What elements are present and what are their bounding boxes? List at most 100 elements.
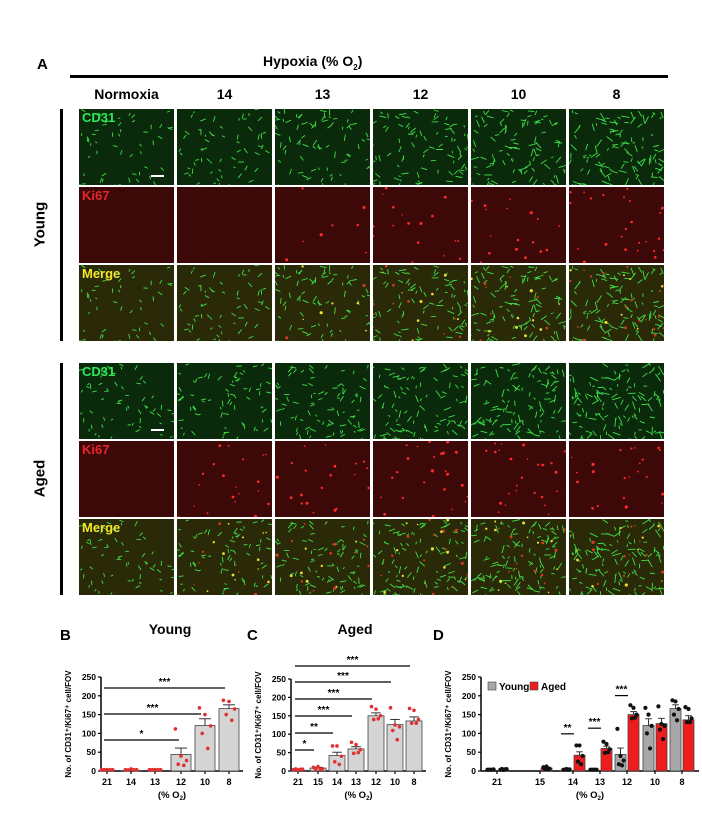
data-point <box>485 767 490 772</box>
micrograph-aged-merge-10 <box>471 519 566 595</box>
significance-label: *** <box>159 677 171 688</box>
x-tick-label: 12 <box>622 777 632 787</box>
data-point <box>567 767 572 772</box>
channel-label-merge: Merge <box>82 520 121 535</box>
micrograph-young-ki67-13 <box>275 187 370 263</box>
data-point <box>621 758 626 763</box>
bar-aged <box>573 754 586 772</box>
y-tick-label: 150 <box>272 711 286 721</box>
bar-aged <box>682 719 695 772</box>
data-point <box>676 706 681 712</box>
data-point <box>632 715 638 720</box>
data-point <box>491 767 496 772</box>
data-point <box>197 706 202 710</box>
x-axis-label-end: ) <box>369 790 372 801</box>
y-axis-label: No. of CD31⁺/Ki67⁺ cell/FOV <box>444 670 453 778</box>
data-point <box>200 731 204 736</box>
y-tick-label: 50 <box>277 748 287 758</box>
data-point <box>634 712 639 717</box>
channel-label-ki67: Ki67 <box>82 442 110 457</box>
x-axis-label-text: (% O <box>158 790 180 801</box>
x-axis-label: (% O2) <box>344 790 372 802</box>
significance-label: * <box>140 729 144 740</box>
significance-label: *** <box>616 685 628 696</box>
panel-letter-d: D <box>433 627 444 644</box>
data-point <box>628 703 633 708</box>
panel-letter-c: C <box>247 627 258 644</box>
group-label-young: Young <box>31 201 49 248</box>
data-point <box>330 744 335 748</box>
data-point <box>293 767 298 771</box>
x-tick-label: 10 <box>650 777 660 787</box>
panel-a-letter: A <box>37 56 48 73</box>
micrograph-aged-cd31-normoxia: CD31 <box>79 363 174 439</box>
data-point <box>390 728 395 733</box>
data-point <box>649 723 654 728</box>
data-point <box>108 767 112 772</box>
data-point <box>374 707 378 711</box>
data-point <box>129 767 133 771</box>
data-point <box>659 721 664 727</box>
data-point <box>203 712 207 717</box>
data-point <box>674 718 680 723</box>
micrograph-young-ki67-12 <box>373 187 468 263</box>
bar-aged <box>655 723 668 772</box>
x-tick-label: 15 <box>313 777 323 787</box>
x-tick-label: 14 <box>568 777 578 787</box>
y-tick-label: 250 <box>82 672 96 682</box>
significance-label: ** <box>564 723 572 734</box>
data-point <box>656 704 661 709</box>
significance-label: *** <box>347 655 359 666</box>
micrograph-aged-ki67-normoxia: Ki67 <box>79 441 174 517</box>
data-point <box>574 743 579 748</box>
data-point <box>320 766 325 771</box>
micrograph-aged-ki67-12 <box>373 441 468 517</box>
data-point <box>349 740 354 745</box>
data-point <box>545 767 551 772</box>
micrograph-young-merge-12 <box>373 265 468 341</box>
micrograph-young-cd31-14 <box>177 109 272 185</box>
data-point <box>311 765 316 770</box>
data-point <box>502 767 508 772</box>
y-tick-label: 250 <box>462 672 476 682</box>
data-point <box>158 767 163 772</box>
data-point <box>486 767 492 772</box>
bar-aged <box>627 714 640 772</box>
data-point <box>591 767 596 772</box>
data-point <box>105 767 109 772</box>
data-point <box>647 746 653 751</box>
x-tick-label: 21 <box>293 777 303 787</box>
group-bracket-young <box>60 109 63 341</box>
data-point <box>488 767 493 772</box>
x-tick-label: 21 <box>492 777 502 787</box>
channel-label-cd31: CD31 <box>82 110 116 125</box>
micrograph-young-cd31-12 <box>373 109 468 185</box>
micrograph-aged-ki67-8 <box>569 441 664 517</box>
data-point <box>673 699 678 704</box>
data-point <box>412 708 416 713</box>
data-point <box>369 704 374 709</box>
data-point <box>227 699 231 704</box>
data-point <box>618 753 623 759</box>
data-point <box>354 742 358 747</box>
data-point <box>594 767 599 772</box>
micrograph-young-merge-13 <box>275 265 370 341</box>
x-tick-label: 13 <box>150 777 160 787</box>
micrograph-aged-merge-8 <box>569 519 664 595</box>
data-point <box>501 767 506 772</box>
bar <box>405 720 423 772</box>
data-point <box>541 765 546 770</box>
significance-label: ** <box>310 722 318 733</box>
column-header-14: 14 <box>216 86 233 102</box>
data-point <box>332 760 337 764</box>
x-tick-label: 10 <box>390 777 400 787</box>
data-point <box>397 725 402 729</box>
column-header-8: 8 <box>612 86 621 102</box>
data-point <box>179 754 183 758</box>
data-point <box>504 767 509 772</box>
data-point <box>184 758 189 763</box>
data-point <box>208 724 213 728</box>
bar <box>309 767 327 772</box>
bar <box>218 708 240 772</box>
data-point <box>588 767 593 772</box>
